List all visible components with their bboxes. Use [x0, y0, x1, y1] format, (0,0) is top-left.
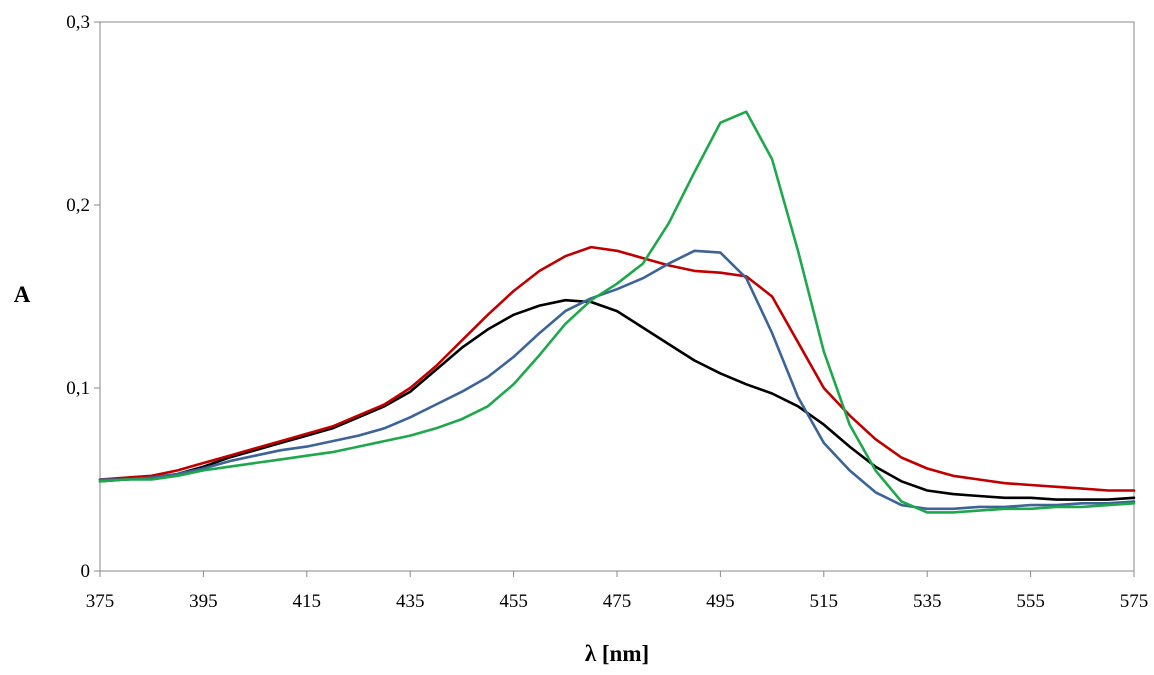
- series-line-2: [98, 245, 1136, 492]
- plot-area-frame: [99, 21, 1135, 572]
- y-tick-label: 0,1: [66, 378, 90, 399]
- x-tick-label: 375: [86, 591, 115, 612]
- x-tick-label: 455: [499, 591, 528, 612]
- labels-group: A λ [nm]: [14, 282, 649, 666]
- y-tick-label: 0,2: [66, 195, 90, 216]
- x-tick-label: 395: [189, 591, 218, 612]
- axes-group: 0 0,1 0,2 0,3 375 395 415 435 455 475 495 515 535 555…: [66, 12, 1148, 612]
- x-tick-label: 435: [396, 591, 425, 612]
- series-layer: [98, 110, 1136, 514]
- x-tick-label: 535: [913, 591, 942, 612]
- x-tick-label: 555: [1016, 591, 1045, 612]
- series-line-1: [98, 298, 1136, 501]
- x-tick-label: 475: [603, 591, 632, 612]
- x-tick-label: 515: [810, 591, 839, 612]
- x-tick-label: 415: [293, 591, 322, 612]
- x-tick-label: 575: [1120, 591, 1149, 612]
- x-axis-title: λ [nm]: [585, 641, 649, 666]
- y-tick-label: 0,3: [66, 12, 90, 33]
- x-tick-label: 495: [706, 591, 735, 612]
- y-tick-label: 0: [81, 561, 91, 582]
- series-line-3: [98, 249, 1136, 511]
- y-axis-title: A: [14, 282, 31, 307]
- series-line-4: [98, 110, 1136, 514]
